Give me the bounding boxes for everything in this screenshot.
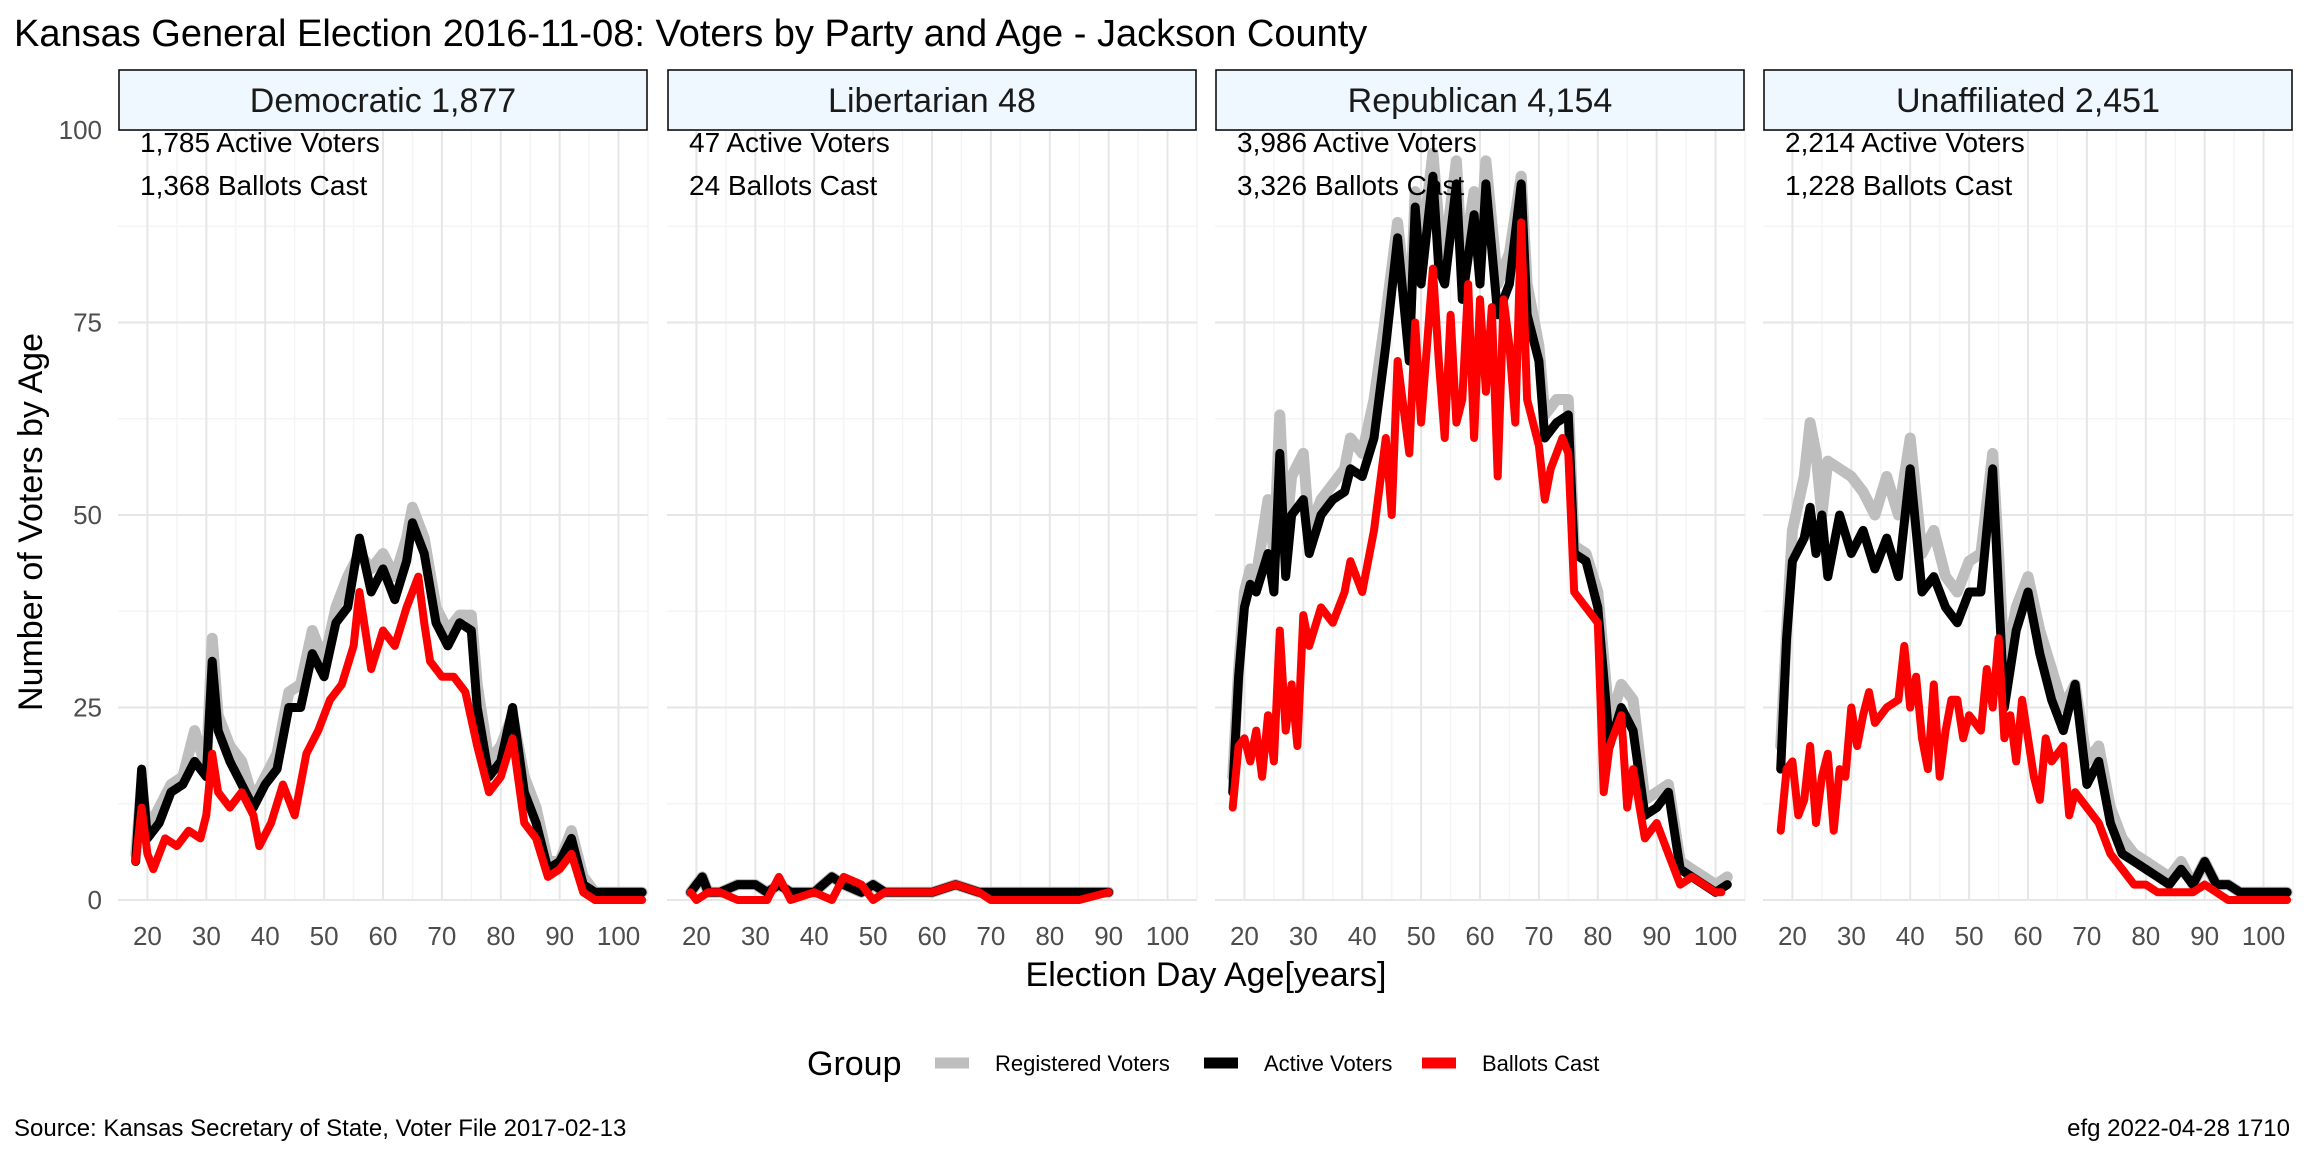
facet-panel: Unaffiliated 2,451 2,214 Active Voters 1,2… — [1763, 69, 2294, 951]
x-tick-label: 30 — [741, 921, 770, 951]
series-line-registered — [1775, 417, 2293, 898]
x-tick-label: 40 — [251, 921, 280, 951]
y-tick-label: 0 — [88, 885, 102, 915]
facet-panel: Libertarian 48 47 Active Voters 24 Ballots… — [667, 69, 1198, 951]
panel-annotation: 3,986 Active Voters — [1237, 127, 1477, 158]
chart-title: Kansas General Election 2016-11-08: Vote… — [14, 13, 1367, 55]
x-axis-title: Election Day Age[years] — [1026, 956, 1387, 994]
legend-item: Ballots Cast — [1422, 1051, 1599, 1076]
x-tick-label: 30 — [1289, 921, 1318, 951]
facet-strip-label: Republican 4,154 — [1348, 82, 1613, 120]
x-tick-label: 20 — [1778, 921, 1807, 951]
x-tick-label: 100 — [597, 921, 640, 951]
source-note: Source: Kansas Secretary of State, Voter… — [14, 1115, 626, 1142]
x-tick-label: 20 — [133, 921, 162, 951]
y-tick-label: 100 — [59, 115, 102, 145]
x-tick-label: 70 — [1524, 921, 1553, 951]
series-line-active — [1776, 464, 2292, 897]
x-tick-label: 20 — [682, 921, 711, 951]
credit-note: efg 2022-04-28 1710 — [2067, 1115, 2290, 1142]
y-axis-title: Number of Voters by Age — [12, 333, 50, 711]
x-tick-label: 30 — [192, 921, 221, 951]
x-tick-label: 30 — [1837, 921, 1866, 951]
y-tick-label: 75 — [73, 308, 102, 338]
x-tick-label: 100 — [1694, 921, 1737, 951]
x-tick-label: 80 — [2131, 921, 2160, 951]
legend-label: Ballots Cast — [1482, 1051, 1599, 1076]
x-tick-label: 70 — [427, 921, 456, 951]
facet-strip — [118, 69, 648, 131]
series-line-ballots — [1228, 218, 1726, 897]
panel-annotation: 24 Ballots Cast — [689, 170, 878, 201]
x-tick-label: 70 — [976, 921, 1005, 951]
grid — [118, 129, 649, 901]
panel-annotation: 1,228 Ballots Cast — [1785, 170, 2012, 201]
legend: Group Registered Voters Active Voters Ball… — [807, 1045, 1599, 1083]
legend-label: Active Voters — [1264, 1051, 1392, 1076]
x-tick-label: 70 — [2072, 921, 2101, 951]
x-tick-label: 90 — [1642, 921, 1671, 951]
x-tick-label: 50 — [310, 921, 339, 951]
legend-title: Group — [807, 1045, 902, 1083]
x-tick-label: 40 — [800, 921, 829, 951]
facet-strip-label: Democratic 1,877 — [250, 82, 516, 120]
x-tick-label: 90 — [2190, 921, 2219, 951]
x-tick-label: 90 — [545, 921, 574, 951]
x-tick-label: 40 — [1896, 921, 1925, 951]
series-line-registered — [1227, 147, 1733, 891]
x-tick-label: 50 — [1955, 921, 1984, 951]
x-tick-label: 100 — [2242, 921, 2285, 951]
series-line-ballots — [686, 872, 1113, 904]
x-tick-label: 40 — [1348, 921, 1377, 951]
y-tick-label: 25 — [73, 693, 102, 723]
facet-strip — [1763, 69, 2293, 131]
panel-annotation: 1,785 Active Voters — [140, 127, 380, 158]
panel-annotation: 2,214 Active Voters — [1785, 127, 2025, 158]
x-tick-label: 80 — [486, 921, 515, 951]
legend-item: Registered Voters — [935, 1051, 1170, 1076]
x-tick-label: 60 — [1466, 921, 1495, 951]
panels: Democratic 1,877 1,785 Active Voters 1,368… — [118, 69, 2294, 951]
x-tick-label: 60 — [918, 921, 947, 951]
x-tick-label: 90 — [1094, 921, 1123, 951]
x-tick-label: 20 — [1230, 921, 1259, 951]
facet-panel: Democratic 1,877 1,785 Active Voters 1,368… — [118, 69, 649, 951]
panel-annotation: 47 Active Voters — [689, 127, 890, 158]
x-tick-label: 60 — [2014, 921, 2043, 951]
x-tick-label: 50 — [859, 921, 888, 951]
x-tick-label: 100 — [1146, 921, 1189, 951]
facet-panel: Republican 4,154 3,986 Active Voters 3,326… — [1215, 69, 1746, 951]
facet-strip — [667, 69, 1197, 131]
facet-strip — [1215, 69, 1745, 131]
x-tick-label: 80 — [1583, 921, 1612, 951]
series-line-active — [131, 518, 647, 897]
y-tick-label: 50 — [73, 500, 102, 530]
facet-strip-label: Unaffiliated 2,451 — [1896, 82, 2160, 120]
grid — [667, 129, 1198, 901]
x-tick-label: 50 — [1407, 921, 1436, 951]
panel-annotation: 3,326 Ballots Cast — [1237, 170, 1464, 201]
panel-annotation: 1,368 Ballots Cast — [140, 170, 367, 201]
series-line-ballots — [1776, 634, 2292, 904]
legend-item: Active Voters — [1204, 1051, 1392, 1076]
y-axis: 0 25 50 75 100 — [59, 115, 102, 915]
x-tick-label: 80 — [1035, 921, 1064, 951]
facet-strip-label: Libertarian 48 — [828, 82, 1036, 120]
series-line-ballots — [131, 572, 647, 904]
x-tick-label: 60 — [369, 921, 398, 951]
legend-label: Registered Voters — [995, 1051, 1170, 1076]
